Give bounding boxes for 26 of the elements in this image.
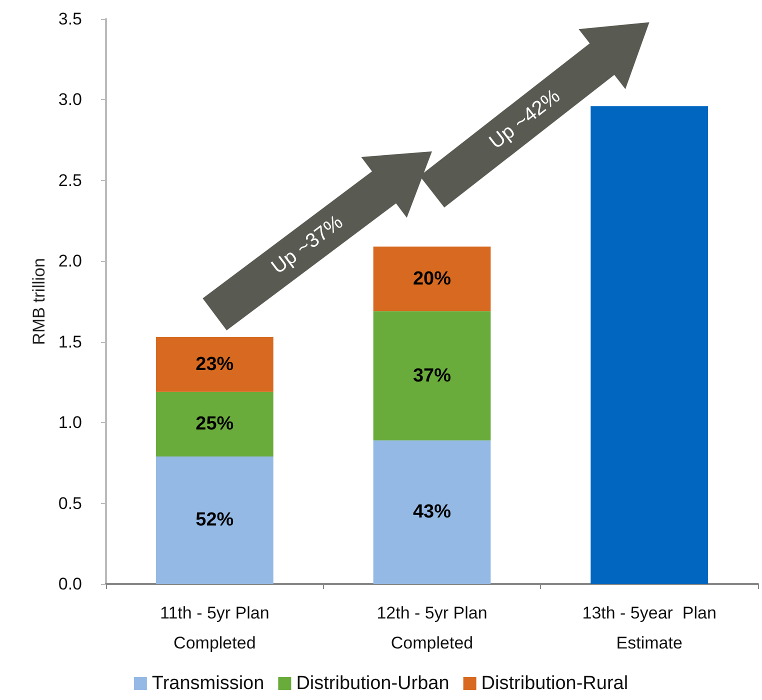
annotation: 23%: [196, 354, 234, 375]
legend-label: Distribution-Urban: [296, 673, 450, 694]
x-tick-label: 12th - 5yr Plan Completed: [376, 604, 488, 652]
y-tick-label: 1.0: [58, 413, 82, 432]
legend-label: Transmission: [152, 673, 264, 694]
bar: [373, 246, 491, 312]
annotation: 52%: [196, 510, 234, 531]
y-tick-label: 0.0: [58, 574, 82, 594]
annotation: 20%: [412, 268, 452, 290]
bar: [156, 392, 274, 456]
y-tick-label: 1.5: [58, 332, 82, 352]
y-tick-label: 2.0: [58, 252, 82, 271]
y-tick-label: 3.0: [58, 90, 82, 110]
legend-label: Distribution-Rural: [481, 673, 628, 694]
annotation: 25%: [196, 414, 234, 435]
x-tick-label: 11th - 5yr Plan Completed: [160, 604, 270, 652]
y-tick-label: 0.5: [58, 494, 82, 513]
bar: [156, 337, 274, 392]
y-tick-label: 3.5: [58, 10, 82, 28]
annotation: 43%: [412, 502, 452, 523]
annotation: 37%: [412, 365, 452, 386]
bar: [156, 456, 274, 584]
bar: [373, 440, 491, 584]
y-tick-label: 2.5: [58, 170, 82, 190]
x-tick-label: 13th - 5year Plan Estimate: [582, 604, 716, 652]
y-axis-title: RMB trillion: [29, 258, 48, 345]
